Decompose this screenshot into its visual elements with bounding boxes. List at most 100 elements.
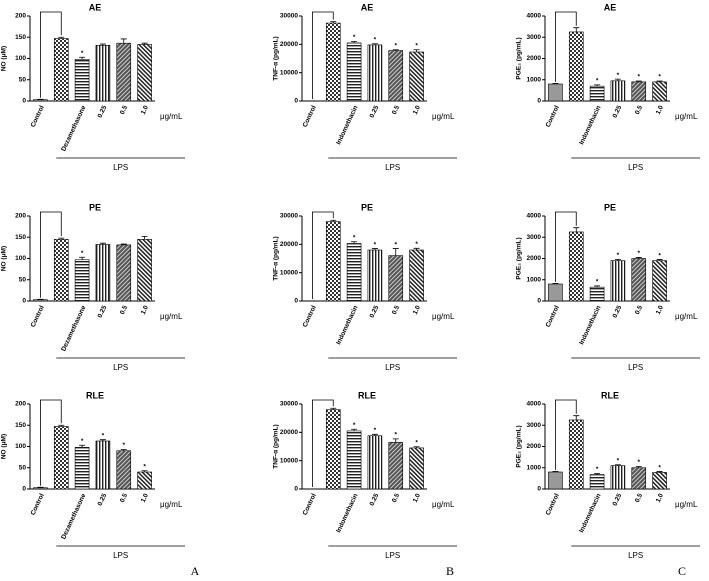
x-tick-label: Indomethacin — [578, 305, 602, 346]
significance-mark: * — [394, 241, 397, 248]
error-bar — [351, 241, 358, 244]
bar — [388, 255, 404, 302]
x-tick-label: Control — [302, 304, 318, 328]
bar — [53, 38, 69, 102]
group-label: LPS — [628, 163, 643, 172]
comparison-bracket — [555, 399, 577, 470]
error-bar — [141, 236, 148, 240]
significance-mark: * — [353, 235, 356, 242]
bar — [33, 99, 48, 102]
bar — [74, 447, 90, 490]
y-tick-label: 150 — [15, 34, 26, 41]
x-tick-label: Indomethacin — [578, 493, 602, 534]
bar — [53, 239, 69, 302]
y-tick-label: 10000 — [280, 69, 298, 76]
chart-title: PE — [361, 202, 373, 212]
y-tick-label: 150 — [15, 422, 26, 429]
bar — [33, 299, 48, 302]
x-tick-label: 0.25 — [612, 492, 624, 507]
significance-mark: * — [637, 250, 640, 257]
bar — [95, 45, 111, 102]
bar — [631, 258, 647, 302]
bar — [116, 450, 132, 490]
y-tick-label: 0 — [537, 98, 541, 105]
error-bar — [330, 21, 337, 24]
significance-mark: * — [637, 74, 640, 81]
y-tick-label: 200 — [15, 213, 26, 220]
bar — [631, 81, 647, 102]
x-tick-label: 0.5 — [634, 492, 644, 503]
significance-mark: * — [374, 36, 377, 43]
y-tick-label: 0 — [537, 486, 541, 493]
bar — [610, 80, 626, 102]
y-tick-label: 0 — [22, 98, 26, 105]
x-tick-label: 0.5 — [119, 104, 129, 115]
x-tick-label: 0.25 — [612, 304, 624, 319]
significance-mark: * — [596, 78, 599, 85]
unit-label: μg/mL — [432, 112, 455, 121]
x-tick-label: 1.0 — [140, 304, 150, 315]
error-bar — [635, 466, 642, 468]
y-tick-label: 4000 — [527, 13, 542, 20]
y-tick-label: 50 — [19, 76, 27, 83]
chart-title: AE — [89, 2, 102, 12]
error-bar — [656, 80, 663, 82]
y-axis-label: TNF-α (pg/mL) — [273, 36, 280, 80]
group-label: LPS — [385, 551, 400, 560]
y-tick-label: 1000 — [527, 276, 542, 283]
y-tick-label: 2000 — [527, 55, 542, 62]
y-tick-label: 20000 — [280, 241, 298, 248]
significance-mark: * — [394, 42, 397, 49]
significance-mark: * — [658, 74, 661, 81]
panel-label: C — [678, 564, 686, 578]
error-bar — [58, 36, 65, 39]
unit-label: μg/mL — [160, 112, 183, 121]
x-tick-label: 0.25 — [369, 304, 381, 319]
bar — [346, 430, 362, 490]
group-label: LPS — [385, 363, 400, 372]
error-bar — [120, 243, 127, 245]
bar — [589, 85, 605, 102]
x-tick-label: Control — [302, 104, 318, 128]
x-tick-label: 0.25 — [97, 492, 109, 507]
group-label: LPS — [628, 363, 643, 372]
error-bar — [614, 78, 621, 81]
unit-label: μg/mL — [160, 312, 183, 321]
comparison-bracket — [312, 399, 334, 487]
error-bar — [594, 473, 601, 475]
group-label: LPS — [385, 163, 400, 172]
significance-mark: * — [374, 427, 377, 434]
bar — [116, 42, 132, 102]
bar — [548, 471, 563, 490]
y-axis-label: NO (μM) — [1, 46, 8, 71]
significance-mark: * — [122, 442, 125, 449]
x-tick-label: 1.0 — [655, 104, 665, 115]
error-bar — [58, 424, 65, 427]
error-bar — [392, 248, 399, 256]
bar — [325, 409, 341, 490]
error-bar — [371, 433, 378, 436]
y-tick-label: 1000 — [527, 76, 542, 83]
y-tick-label: 100 — [15, 443, 26, 450]
y-tick-label: 0 — [537, 298, 541, 305]
x-tick-label: Control — [302, 492, 318, 516]
y-tick-label: 3000 — [527, 34, 542, 41]
y-tick-label: 0 — [22, 486, 26, 493]
bar — [74, 59, 90, 102]
comparison-bracket — [312, 11, 334, 99]
significance-mark: * — [617, 457, 620, 464]
error-bar — [79, 256, 86, 260]
significance-mark: * — [353, 34, 356, 41]
comparison-bracket — [40, 399, 62, 486]
y-tick-label: 20000 — [280, 41, 298, 48]
y-tick-label: 3000 — [527, 234, 542, 241]
significance-mark: * — [374, 241, 377, 248]
error-bar — [552, 82, 559, 84]
x-tick-label: Dezamethasone — [60, 304, 87, 352]
error-bar — [573, 415, 580, 420]
error-bar — [330, 407, 337, 410]
significance-mark: * — [596, 279, 599, 286]
chart-title: PE — [604, 202, 616, 212]
x-tick-label: 0.25 — [369, 104, 381, 119]
x-tick-label: 0.5 — [634, 304, 644, 315]
